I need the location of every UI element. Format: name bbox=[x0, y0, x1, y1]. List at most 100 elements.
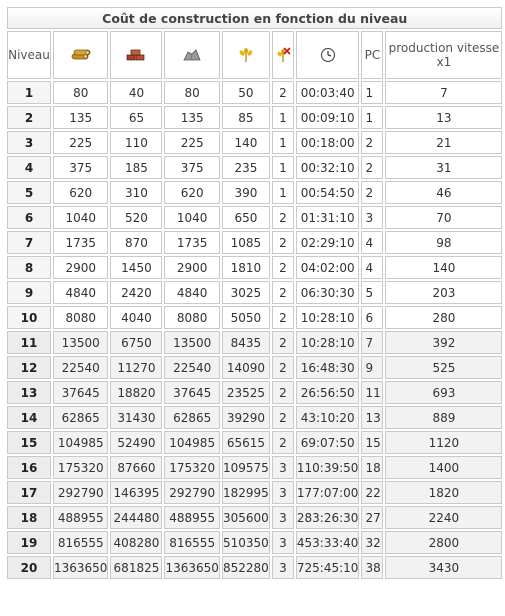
iron-icon bbox=[183, 49, 201, 61]
table-row: 20 1363650 681825 1363650 852280 3 725:45:10 38… bbox=[7, 556, 503, 579]
cell-wheat: 5050 bbox=[221, 306, 270, 329]
cell-pc: 2 bbox=[361, 156, 384, 179]
cell-time: 725:45:10 bbox=[295, 556, 360, 579]
cell-consumption: 1 bbox=[271, 181, 294, 204]
cell-clay: 681825 bbox=[110, 556, 163, 579]
cell-iron: 13500 bbox=[164, 331, 220, 354]
header-wheat bbox=[221, 31, 270, 79]
cell-time: 00:32:10 bbox=[295, 156, 360, 179]
cell-time: 00:54:50 bbox=[295, 181, 360, 204]
cell-time: 01:31:10 bbox=[295, 206, 360, 229]
cell-wood: 13500 bbox=[53, 331, 109, 354]
cell-consumption: 2 bbox=[271, 356, 294, 379]
cell-pc: 18 bbox=[361, 456, 384, 479]
cell-clay: 87660 bbox=[110, 456, 163, 479]
cell-wheat: 305600 bbox=[221, 506, 270, 529]
cell-pc: 9 bbox=[361, 356, 384, 379]
cell-pc: 11 bbox=[361, 381, 384, 404]
cell-consumption: 2 bbox=[271, 431, 294, 454]
cell-iron: 1040 bbox=[164, 206, 220, 229]
cell-production: 31 bbox=[385, 156, 503, 179]
cell-wood: 62865 bbox=[53, 406, 109, 429]
cell-level: 18 bbox=[7, 506, 51, 529]
cell-pc: 1 bbox=[361, 106, 384, 129]
cell-wheat: 1810 bbox=[221, 256, 270, 279]
cell-wood: 225 bbox=[53, 131, 109, 154]
cell-consumption: 3 bbox=[271, 531, 294, 554]
cell-production: 203 bbox=[385, 281, 503, 304]
cell-production: 70 bbox=[385, 206, 503, 229]
header-consumption bbox=[271, 31, 294, 79]
cell-level: 16 bbox=[7, 456, 51, 479]
cell-level: 19 bbox=[7, 531, 51, 554]
cell-pc: 4 bbox=[361, 256, 384, 279]
wheat-icon bbox=[239, 48, 253, 62]
cell-pc: 2 bbox=[361, 181, 384, 204]
cell-pc: 32 bbox=[361, 531, 384, 554]
cell-wheat: 23525 bbox=[221, 381, 270, 404]
cell-level: 11 bbox=[7, 331, 51, 354]
cell-production: 693 bbox=[385, 381, 503, 404]
cell-wood: 816555 bbox=[53, 531, 109, 554]
cell-pc: 38 bbox=[361, 556, 384, 579]
cell-wood: 292790 bbox=[53, 481, 109, 504]
cell-clay: 310 bbox=[110, 181, 163, 204]
cell-clay: 2420 bbox=[110, 281, 163, 304]
cell-wood: 488955 bbox=[53, 506, 109, 529]
cell-iron: 135 bbox=[164, 106, 220, 129]
construction-cost-table: Coût de construction en fonction du nive… bbox=[5, 5, 504, 581]
cell-wheat: 235 bbox=[221, 156, 270, 179]
table-row: 9 4840 2420 4840 3025 2 06:30:30 5 203 bbox=[7, 281, 503, 304]
cell-production: 889 bbox=[385, 406, 503, 429]
cell-iron: 37645 bbox=[164, 381, 220, 404]
cell-production: 525 bbox=[385, 356, 503, 379]
cell-wood: 1040 bbox=[53, 206, 109, 229]
cell-production: 140 bbox=[385, 256, 503, 279]
cell-consumption: 2 bbox=[271, 331, 294, 354]
cell-wood: 175320 bbox=[53, 456, 109, 479]
table-row: 16 175320 87660 175320 109575 3 110:39:50 18 140… bbox=[7, 456, 503, 479]
cell-consumption: 1 bbox=[271, 106, 294, 129]
cell-production: 2240 bbox=[385, 506, 503, 529]
cell-production: 1820 bbox=[385, 481, 503, 504]
cost-table-container: Coût de construction en fonction du nive… bbox=[5, 5, 504, 581]
cell-time: 177:07:00 bbox=[295, 481, 360, 504]
table-row: 1 80 40 80 50 2 00:03:40 1 7 bbox=[7, 81, 503, 104]
cell-time: 283:26:30 bbox=[295, 506, 360, 529]
cell-production: 98 bbox=[385, 231, 503, 254]
cell-level: 5 bbox=[7, 181, 51, 204]
cell-level: 15 bbox=[7, 431, 51, 454]
cell-clay: 11270 bbox=[110, 356, 163, 379]
cell-wood: 620 bbox=[53, 181, 109, 204]
cell-wheat: 50 bbox=[221, 81, 270, 104]
cell-level: 8 bbox=[7, 256, 51, 279]
table-row: 4 375 185 375 235 1 00:32:10 2 31 bbox=[7, 156, 503, 179]
cell-clay: 40 bbox=[110, 81, 163, 104]
cell-pc: 3 bbox=[361, 206, 384, 229]
cell-pc: 27 bbox=[361, 506, 384, 529]
cell-iron: 375 bbox=[164, 156, 220, 179]
table-title: Coût de construction en fonction du nive… bbox=[7, 7, 503, 29]
cell-production: 21 bbox=[385, 131, 503, 154]
cell-wood: 8080 bbox=[53, 306, 109, 329]
cell-level: 14 bbox=[7, 406, 51, 429]
cell-consumption: 3 bbox=[271, 481, 294, 504]
cell-clay: 408280 bbox=[110, 531, 163, 554]
cell-time: 00:18:00 bbox=[295, 131, 360, 154]
cell-wood: 135 bbox=[53, 106, 109, 129]
cell-time: 43:10:20 bbox=[295, 406, 360, 429]
cell-level: 4 bbox=[7, 156, 51, 179]
cell-level: 2 bbox=[7, 106, 51, 129]
cell-level: 10 bbox=[7, 306, 51, 329]
cell-consumption: 1 bbox=[271, 131, 294, 154]
table-row: 12 22540 11270 22540 14090 2 16:48:30 9 525 bbox=[7, 356, 503, 379]
table-row: 14 62865 31430 62865 39290 2 43:10:20 13 889 bbox=[7, 406, 503, 429]
cell-wheat: 390 bbox=[221, 181, 270, 204]
cell-production: 3430 bbox=[385, 556, 503, 579]
cell-production: 280 bbox=[385, 306, 503, 329]
cell-production: 2800 bbox=[385, 531, 503, 554]
cell-pc: 1 bbox=[361, 81, 384, 104]
cell-clay: 520 bbox=[110, 206, 163, 229]
cell-iron: 225 bbox=[164, 131, 220, 154]
cell-iron: 22540 bbox=[164, 356, 220, 379]
